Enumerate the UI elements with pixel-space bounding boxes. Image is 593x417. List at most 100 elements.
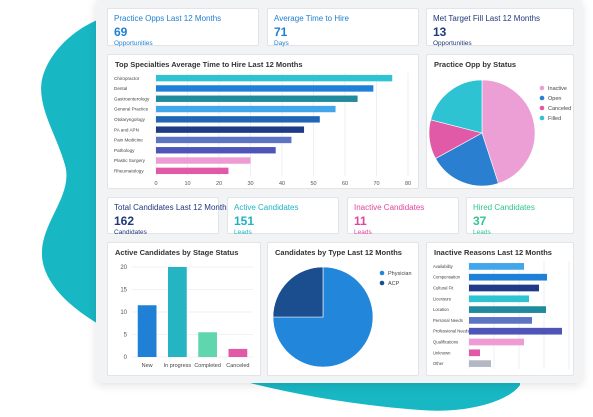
kpi-total-candidates[interactable]: Total Candidates Last 12 Months 162 Cand… [107, 197, 231, 236]
pie-slice [481, 79, 536, 184]
legend-marker [379, 270, 385, 276]
tick-label: 20 [216, 181, 222, 187]
pie-slice [435, 132, 499, 187]
kpi-value: 11 [354, 214, 367, 228]
legend-label: Inactive [548, 86, 567, 92]
bar [156, 74, 393, 82]
tick-label: 80 [405, 181, 411, 187]
bar [137, 305, 157, 357]
kpi-value: 162 [114, 214, 135, 228]
inactive-reasons-chart: Availability Compensation Cultural Fit Lice… [433, 261, 570, 369]
category-label: Rheumatology [114, 168, 144, 173]
category-label: Compensation [433, 275, 461, 280]
specialties-panel: Top Specialties Average Time to Hire Las… [107, 54, 419, 189]
kpi-hired-candidates[interactable]: Hired Candidates 37 Leads [466, 197, 574, 236]
category-label: Professional Needs [433, 329, 469, 334]
pie-slice [430, 79, 483, 134]
kpi-value: 71 [274, 25, 288, 39]
panel-title: Active Candidates by Stage Status [115, 248, 239, 257]
bar [469, 284, 539, 292]
kpi-active-candidates[interactable]: Active Candidates 151 Leads [227, 197, 339, 236]
kpi-title: Active Candidates [234, 203, 299, 212]
legend-marker [539, 115, 545, 121]
kpi-average-time-to-hire[interactable]: Average Time to Hire 71 Days [267, 8, 419, 47]
tick-label: 0 [124, 355, 128, 361]
category-label: In progress [164, 363, 192, 369]
kpi-title: Hired Candidates [473, 203, 535, 212]
category-label: Canceled [226, 363, 249, 369]
bar [167, 267, 187, 357]
tick-label: 40 [279, 181, 285, 187]
bar [156, 116, 320, 123]
category-label: Qualifications [433, 339, 458, 344]
kpi-value: 37 [473, 214, 487, 228]
tick-label: 20 [120, 265, 127, 271]
bar [469, 273, 547, 281]
kpi-unit: Leads [473, 229, 491, 236]
tick-label: 15 [120, 288, 127, 294]
pie-slice [272, 266, 374, 368]
legend-label: Open [548, 96, 561, 102]
category-label: Dental [114, 86, 127, 91]
category-label: General Practice [114, 107, 149, 112]
bar [156, 105, 336, 113]
panel-title: Candidates by Type Last 12 Months [275, 248, 402, 257]
category-label: Gastroenterology [114, 96, 150, 101]
inactive-reasons-panel: Inactive Reasons Last 12 Months Availabi… [426, 242, 574, 376]
kpi-title: Total Candidates Last 12 Months [114, 203, 231, 212]
tick-label: 5 [124, 333, 128, 339]
panel-title: Practice Opp by Status [434, 60, 517, 69]
tick-label: 10 [120, 310, 127, 316]
kpi-unit: Opportunities [114, 40, 153, 47]
category-label: Availability [433, 264, 454, 269]
legend-marker [539, 95, 545, 101]
specialties-chart: 0 10 20 30 40 50 60 70 80 Chiropractor Dental Gastr… [114, 73, 411, 187]
bar [469, 349, 480, 357]
bar [469, 360, 491, 367]
category-label: Pathology [114, 148, 135, 153]
kpi-unit: Days [274, 40, 289, 47]
legend-label: Filled [548, 116, 561, 122]
bar [156, 95, 358, 102]
by-type-chart: Physician ACP [272, 266, 412, 368]
category-label: Other [433, 361, 444, 366]
kpi-title: Inactive Candidates [354, 203, 425, 212]
bar [156, 85, 374, 92]
category-label: Completed [194, 363, 221, 369]
bar [156, 147, 276, 154]
kpi-practice-opps[interactable]: Practice Opps Last 12 Months 69 Opportun… [107, 8, 259, 47]
bar [228, 348, 248, 357]
bar [469, 338, 524, 346]
category-label: New [142, 363, 153, 369]
kpi-met-target-fill[interactable]: Met Target Fill Last 12 Months 13 Opport… [426, 8, 574, 47]
legend-marker [539, 105, 545, 111]
bar [156, 136, 292, 144]
panel-title: Inactive Reasons Last 12 Months [434, 248, 552, 257]
category-label: Plastic Surgery [114, 158, 146, 163]
bar [469, 295, 529, 303]
pie-slice [272, 266, 324, 318]
category-label: Personal Needs [433, 318, 463, 323]
bar [469, 317, 532, 324]
kpi-unit: Leads [234, 229, 252, 236]
legend-label: ACP [388, 281, 400, 287]
bar [469, 327, 562, 335]
bar [156, 126, 305, 133]
legend-marker [379, 280, 385, 286]
category-label: Licensure [433, 296, 452, 301]
tick-label: 10 [184, 181, 190, 187]
by-type-panel: Candidates by Type Last 12 Months Physic… [267, 242, 419, 376]
tick-label: 0 [154, 181, 157, 187]
bar [198, 332, 218, 357]
category-label: Unknown [433, 350, 451, 355]
tick-label: 70 [373, 181, 379, 187]
stage-status-panel: Active Candidates by Stage Status 0 5 10 15… [107, 242, 261, 376]
kpi-inactive-candidates[interactable]: Inactive Candidates 11 Leads [347, 197, 459, 236]
category-label: Pain Medicine [114, 138, 143, 143]
kpi-unit: Candidates [114, 229, 147, 236]
tick-label: 30 [247, 181, 253, 187]
kpi-title: Average Time to Hire [274, 14, 349, 23]
panel-title: Top Specialties Average Time to Hire Las… [115, 60, 303, 69]
category-label: Cultural Fit [433, 285, 454, 290]
